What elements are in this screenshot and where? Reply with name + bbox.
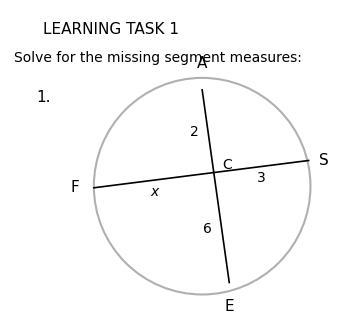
Text: 6: 6 — [203, 222, 212, 236]
Text: E: E — [225, 299, 234, 314]
Text: 2: 2 — [190, 126, 199, 139]
Text: 1.: 1. — [36, 90, 51, 105]
Text: x: x — [150, 185, 158, 199]
Text: C: C — [222, 158, 232, 172]
Text: F: F — [71, 180, 79, 195]
Text: 3: 3 — [257, 171, 266, 185]
Text: S: S — [319, 153, 329, 168]
Text: LEARNING TASK 1: LEARNING TASK 1 — [43, 22, 179, 38]
Text: A: A — [197, 56, 207, 71]
Text: Solve for the missing segment measures:: Solve for the missing segment measures: — [14, 51, 302, 65]
